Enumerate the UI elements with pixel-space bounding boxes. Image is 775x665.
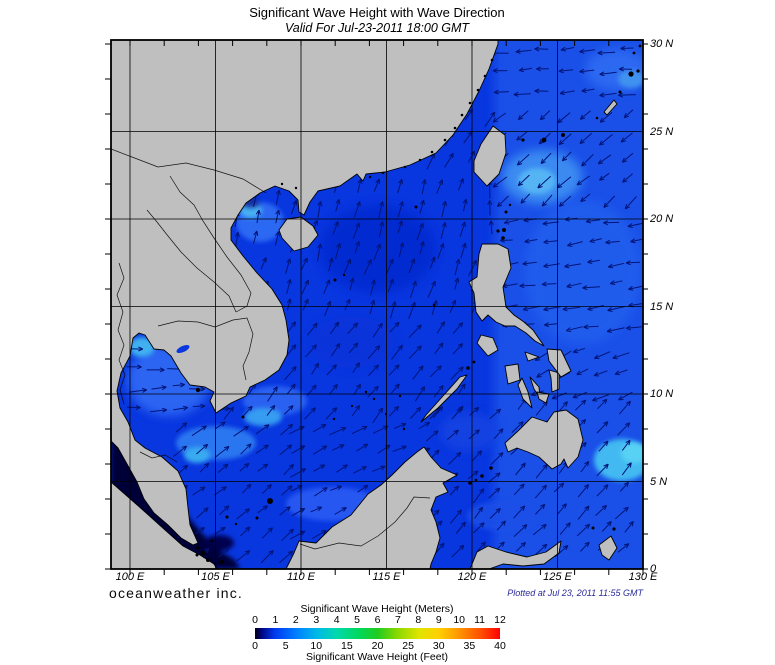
land-negros: [517, 377, 533, 409]
legend-meters-tick: 11: [474, 614, 486, 626]
land-masbate: [524, 351, 540, 362]
legend-meters-tick: 4: [333, 614, 340, 626]
land-mainland-asia: [111, 40, 499, 546]
land-palawan: [420, 374, 468, 423]
legend-feet-tick: 5: [282, 640, 289, 652]
legend-meters-tick: 3: [313, 614, 320, 626]
legend-title-meters: Significant Wave Height (Meters): [300, 603, 454, 615]
legend-meters-tick: 7: [394, 614, 401, 626]
legend-colorbar: [255, 628, 500, 639]
land-bohol: [536, 391, 550, 404]
land-samar: [546, 348, 572, 378]
y-axis-label: 0: [650, 563, 657, 575]
land-sumatra: [111, 481, 218, 569]
x-axis-label: 115 E: [372, 571, 401, 583]
land-borneo: [285, 446, 458, 569]
x-axis-label: 105 E: [201, 571, 230, 583]
y-axis-label: 25 N: [650, 125, 674, 138]
plotted-timestamp: Plotted at Jul 23, 2011 11:55 GMT: [507, 588, 643, 598]
legend-title-feet: Significant Wave Height (Feet): [305, 651, 448, 663]
country-borders: [111, 148, 431, 550]
land-mindoro: [476, 334, 499, 357]
legend-feet-tick: 15: [341, 640, 353, 652]
land-mindanao: [504, 409, 584, 470]
axis-ticks: [105, 40, 648, 575]
legend-feet-tick: 40: [494, 640, 506, 652]
ocean-shading: [111, 40, 643, 569]
chart-header: Significant Wave Height with Wave Direct…: [111, 5, 643, 35]
x-axis-label: 100 E: [115, 571, 145, 583]
legend-feet-tick: 20: [371, 640, 384, 652]
legend-feet-tick: 30: [432, 640, 445, 652]
legend-feet-tick: 35: [463, 640, 476, 652]
arrow-region-east-china-sea: [490, 45, 636, 98]
chart-valid-time: Valid For Jul-23-2011 18:00 GMT: [284, 20, 470, 35]
legend-meters-tick: 6: [374, 614, 381, 626]
land-taiwan: [473, 125, 507, 187]
legend-meters-tick: 5: [354, 614, 360, 626]
legend-feet-tick: 0: [252, 640, 258, 652]
y-axis-label: 10 N: [650, 388, 674, 400]
legend-meters-tick: 0: [252, 614, 258, 626]
x-axis-label: 130 E: [628, 571, 658, 583]
land-hainan: [278, 216, 319, 252]
legend-meters-tick: 10: [453, 614, 465, 626]
x-axis-label: 120 E: [457, 571, 487, 583]
land-sulawesi: [469, 540, 562, 569]
y-axis-label: 5 N: [650, 475, 668, 488]
arrow-region-east-of-taiwan: [492, 109, 637, 210]
y-axis-label: 15 N: [650, 300, 674, 313]
legend-meters-tick: 12: [494, 614, 506, 626]
y-axis-label: 30 N: [650, 38, 674, 50]
tonle-sap-lake: [176, 344, 190, 354]
chart-title: Significant Wave Height with Wave Direct…: [249, 5, 505, 20]
legend-feet-tick: 10: [310, 640, 323, 652]
x-axis-label: 110 E: [287, 571, 315, 583]
land-masses: [111, 40, 618, 569]
y-axis-label: 20 N: [650, 213, 674, 225]
land-okinawa: [603, 99, 618, 116]
land-halmahera: [598, 535, 618, 561]
small-islands: [195, 44, 642, 564]
oceanweather-logo: oceanweather inc.: [109, 585, 244, 601]
legend-feet-tick: 25: [402, 640, 414, 652]
legend-meters-tick: 8: [415, 614, 422, 626]
land-panay: [504, 363, 521, 385]
x-axis-label: 125 E: [543, 571, 572, 583]
legend-meters-tick: 9: [435, 614, 442, 626]
legend-meters-tick: 1: [272, 614, 279, 626]
graticule: [111, 40, 643, 569]
map-frame: [110, 39, 644, 570]
legend-meters-tick: 2: [292, 614, 299, 626]
